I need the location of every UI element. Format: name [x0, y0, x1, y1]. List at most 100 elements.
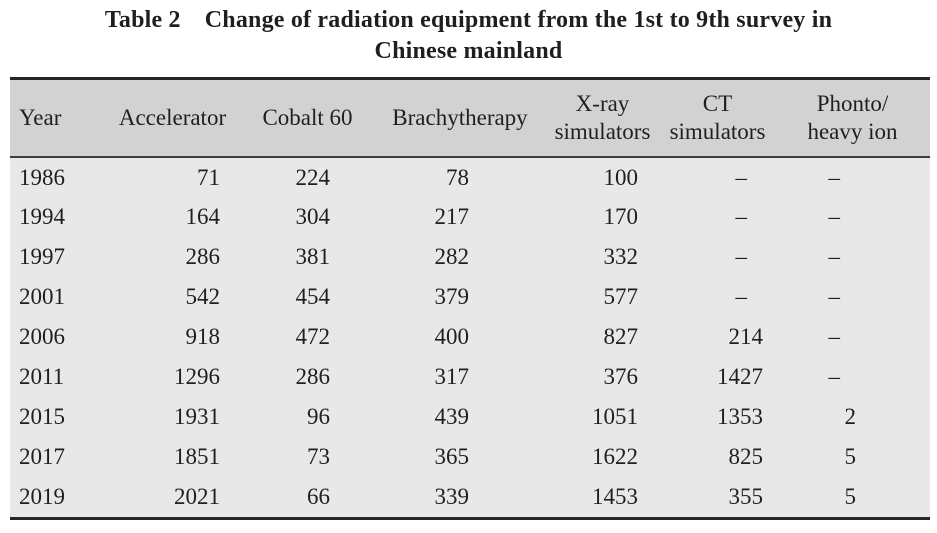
value-cell: 286: [105, 237, 240, 277]
cell-value: 577: [603, 284, 639, 309]
table-caption-line1: Table 2 Change of radiation equipment fro…: [0, 5, 937, 36]
table-row: 2011 1296 286 317 376 1427 –: [10, 357, 930, 397]
cell-value: –: [828, 284, 841, 309]
value-cell: 286: [240, 357, 375, 397]
header-row: Year Accelerator Cobalt 60 Brachytherapy…: [10, 80, 930, 157]
year-cell: 1986: [10, 157, 105, 197]
cell-value: 1997: [19, 244, 65, 269]
col-header-brachytherapy: Brachytherapy: [392, 105, 528, 130]
value-cell: 827: [545, 317, 660, 357]
cell-value: –: [735, 164, 748, 190]
year-cell: 1997: [10, 237, 105, 277]
cell-value: –: [828, 204, 841, 229]
value-cell: 1427: [660, 357, 775, 397]
cell-value: 2015: [19, 404, 65, 429]
value-cell: 577: [545, 277, 660, 317]
value-cell: –: [660, 157, 775, 197]
value-cell: 2: [775, 397, 930, 437]
value-cell: 439: [375, 397, 545, 437]
cell-value: 2006: [19, 324, 65, 349]
value-cell: 304: [240, 197, 375, 237]
header-line-1: Phonto/: [816, 91, 889, 116]
value-cell: 1353: [660, 397, 775, 437]
col-header-xray-simulators: X-ray simulators: [545, 80, 660, 157]
cell-value: 381: [295, 244, 331, 269]
value-cell: 825: [660, 437, 775, 477]
cell-value: 918: [185, 324, 221, 349]
value-cell: 355: [660, 477, 775, 517]
cell-value: 2011: [19, 364, 65, 389]
cell-value: 1353: [717, 404, 763, 429]
value-cell: 5: [775, 437, 930, 477]
cell-value: 379: [434, 284, 470, 309]
cell-value: 282: [434, 244, 470, 269]
value-cell: –: [775, 197, 930, 237]
header-line-1: X-ray: [575, 91, 630, 116]
cell-value: 542: [185, 284, 221, 309]
value-cell: 214: [660, 317, 775, 357]
value-cell: 1453: [545, 477, 660, 517]
cell-value: 1622: [592, 444, 638, 469]
value-cell: 217: [375, 197, 545, 237]
cell-value: 96: [307, 404, 330, 429]
value-cell: –: [660, 197, 775, 237]
value-cell: –: [775, 317, 930, 357]
year-cell: 2015: [10, 397, 105, 437]
cell-value: –: [828, 324, 841, 349]
col-header-phonto-heavy-ion: Phonto/ heavy ion: [775, 80, 930, 157]
cell-value: 1453: [592, 484, 638, 509]
value-cell: 376: [545, 357, 660, 397]
year-cell: 2006: [10, 317, 105, 357]
value-cell: 164: [105, 197, 240, 237]
value-cell: 332: [545, 237, 660, 277]
value-cell: 542: [105, 277, 240, 317]
cell-value: 286: [295, 364, 331, 389]
col-header-accelerator: Accelerator: [118, 105, 227, 130]
value-cell: 1931: [105, 397, 240, 437]
cell-value: 5: [844, 444, 857, 469]
cell-value: 5: [844, 484, 857, 509]
value-cell: 73: [240, 437, 375, 477]
cell-value: 1851: [174, 444, 220, 469]
table-row: 1997 286 381 282 332 – –: [10, 237, 930, 277]
cell-value: 73: [307, 444, 330, 469]
value-cell: 2021: [105, 477, 240, 517]
table-row: 2006 918 472 400 827 214 –: [10, 317, 930, 357]
value-cell: 5: [775, 477, 930, 517]
value-cell: 1851: [105, 437, 240, 477]
table-row: 2001 542 454 379 577 – –: [10, 277, 930, 317]
cell-value: 100: [603, 164, 639, 190]
cell-value: 1931: [174, 404, 220, 429]
header-line-2: simulators: [554, 119, 651, 144]
cell-value: 454: [295, 284, 331, 309]
cell-value: 332: [603, 244, 639, 269]
value-cell: 224: [240, 157, 375, 197]
cell-value: 2: [844, 404, 857, 429]
year-cell: 2017: [10, 437, 105, 477]
cell-value: –: [828, 244, 841, 269]
table-row: 2017 1851 73 365 1622 825 5: [10, 437, 930, 477]
value-cell: –: [775, 277, 930, 317]
data-table-wrap: Year Accelerator Cobalt 60 Brachytherapy…: [10, 77, 930, 520]
value-cell: 365: [375, 437, 545, 477]
cell-value: 217: [434, 204, 470, 229]
cell-value: –: [735, 284, 748, 309]
value-cell: 317: [375, 357, 545, 397]
year-cell: 2019: [10, 477, 105, 517]
cell-value: 66: [307, 484, 330, 509]
table-row: 1986 71 224 78 100 – –: [10, 157, 930, 197]
cell-value: 1986: [19, 164, 65, 190]
year-cell: 2011: [10, 357, 105, 397]
cell-value: –: [735, 204, 748, 229]
value-cell: 454: [240, 277, 375, 317]
cell-value: 224: [295, 164, 331, 190]
cell-value: 170: [603, 204, 639, 229]
table-caption-title: Change of radiation equipment from the 1…: [204, 7, 833, 33]
table-caption: Table 2 Change of radiation equipment fro…: [0, 5, 937, 67]
value-cell: 71: [105, 157, 240, 197]
value-cell: 339: [375, 477, 545, 517]
cell-value: 2019: [19, 484, 65, 509]
cell-value: –: [828, 164, 841, 190]
year-cell: 1994: [10, 197, 105, 237]
